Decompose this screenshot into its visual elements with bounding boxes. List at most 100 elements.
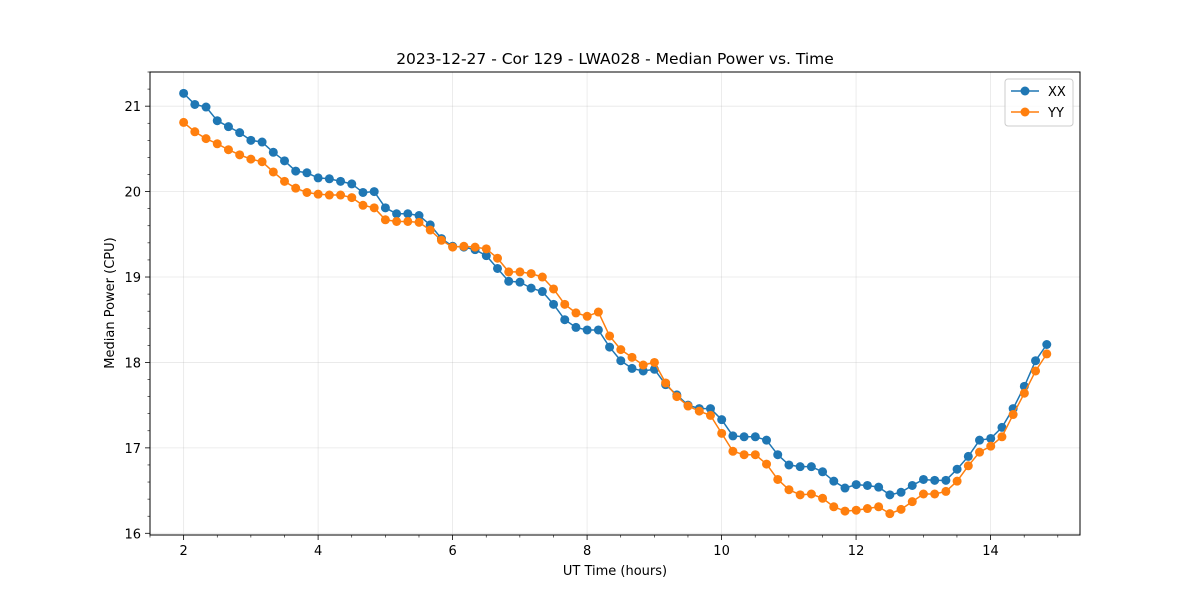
y-tick-label: 16: [124, 527, 141, 542]
data-point-xx: [616, 356, 626, 366]
data-point-xx: [560, 315, 570, 325]
data-point-yy: [773, 474, 783, 484]
data-point-yy: [694, 406, 704, 416]
data-point-xx: [885, 490, 895, 500]
data-point-xx: [795, 462, 805, 472]
data-point-xx: [380, 203, 390, 213]
data-point-xx: [515, 277, 525, 287]
data-point-yy: [930, 489, 940, 499]
x-tick-label: 14: [982, 544, 999, 559]
data-point-yy: [672, 392, 682, 402]
data-point-yy: [806, 489, 816, 499]
data-point-yy: [380, 215, 390, 225]
data-point-yy: [179, 117, 189, 127]
data-point-yy: [683, 401, 693, 411]
data-point-xx: [369, 187, 379, 197]
data-point-xx: [336, 176, 346, 186]
data-point-xx: [504, 276, 514, 286]
data-point-xx: [235, 128, 245, 138]
data-point-yy: [795, 490, 805, 500]
x-tick-label: 2: [179, 544, 187, 559]
data-point-xx: [549, 299, 559, 309]
plot-frame: [149, 71, 1081, 536]
data-point-yy: [560, 299, 570, 309]
data-point-xx: [773, 450, 783, 460]
x-axis-label: UT Time (hours): [563, 564, 667, 579]
data-point-yy: [616, 345, 626, 355]
grid: [150, 72, 1080, 535]
data-point-yy: [459, 241, 469, 251]
data-point-xx: [717, 415, 727, 425]
data-point-yy: [280, 176, 290, 186]
data-point-yy: [739, 450, 749, 460]
data-point-yy: [941, 486, 951, 496]
x-tick-label: 6: [448, 544, 456, 559]
data-point-xx: [313, 173, 323, 183]
data-point-yy: [885, 509, 895, 519]
data-point-yy: [549, 284, 559, 294]
data-point-xx: [840, 483, 850, 493]
data-point-yy: [201, 134, 211, 144]
data-point-xx: [975, 435, 985, 445]
data-point-yy: [268, 167, 278, 177]
data-point-yy: [504, 267, 514, 277]
data-point-yy: [358, 200, 368, 210]
data-point-yy: [627, 352, 637, 362]
data-point-yy: [728, 446, 738, 456]
data-point-yy: [986, 441, 996, 451]
data-point-yy: [840, 506, 850, 516]
data-point-yy: [291, 183, 301, 193]
data-point-xx: [414, 211, 424, 221]
data-point-xx: [537, 287, 547, 297]
legend-label-xx: XX: [1048, 85, 1066, 100]
data-point-xx: [246, 135, 256, 145]
legend-marker-xx: [1020, 86, 1030, 96]
data-point-yy: [223, 145, 233, 155]
data-point-xx: [571, 322, 581, 332]
data-point-yy: [537, 272, 547, 282]
y-axis-label: Median Power (CPU): [103, 237, 118, 368]
data-point-xx: [896, 487, 906, 497]
data-point-yy: [750, 450, 760, 460]
data-point-yy: [862, 504, 872, 514]
data-point-xx: [750, 432, 760, 442]
data-point-yy: [907, 497, 917, 507]
x-tick-label: 4: [314, 544, 322, 559]
data-point-xx: [918, 474, 928, 484]
data-point-xx: [997, 422, 1007, 432]
data-point-xx: [1042, 340, 1052, 349]
data-point-xx: [403, 209, 413, 219]
data-point-xx: [347, 179, 357, 189]
data-point-yy: [963, 461, 973, 471]
y-tick-label: 19: [124, 271, 141, 286]
data-point-yy: [851, 505, 861, 515]
data-point-xx: [728, 431, 738, 441]
x-tick-label: 8: [583, 544, 591, 559]
data-point-yy: [593, 307, 603, 317]
data-point-yy: [347, 193, 357, 203]
data-point-xx: [762, 435, 772, 445]
data-point-xx: [829, 476, 839, 486]
data-point-yy: [336, 190, 346, 200]
data-point-xx: [806, 462, 816, 472]
data-point-xx: [593, 325, 603, 335]
data-point-yy: [571, 308, 581, 318]
data-point-xx: [851, 480, 861, 490]
data-point-xx: [952, 464, 962, 474]
data-point-yy: [190, 127, 200, 137]
data-point-xx: [907, 480, 917, 490]
data-point-yy: [493, 253, 502, 263]
data-point-yy: [425, 225, 435, 235]
data-point-xx: [818, 467, 828, 477]
data-point-xx: [358, 187, 368, 197]
data-point-yy: [369, 203, 379, 213]
data-point-yy: [526, 269, 536, 279]
data-point-xx: [201, 102, 211, 112]
data-point-yy: [324, 190, 334, 200]
data-point-xx: [963, 451, 973, 461]
data-point-yy: [515, 267, 525, 277]
data-point-xx: [1031, 356, 1041, 366]
data-point-yy: [470, 242, 480, 252]
data-point-xx: [212, 116, 222, 126]
data-point-xx: [481, 251, 491, 261]
